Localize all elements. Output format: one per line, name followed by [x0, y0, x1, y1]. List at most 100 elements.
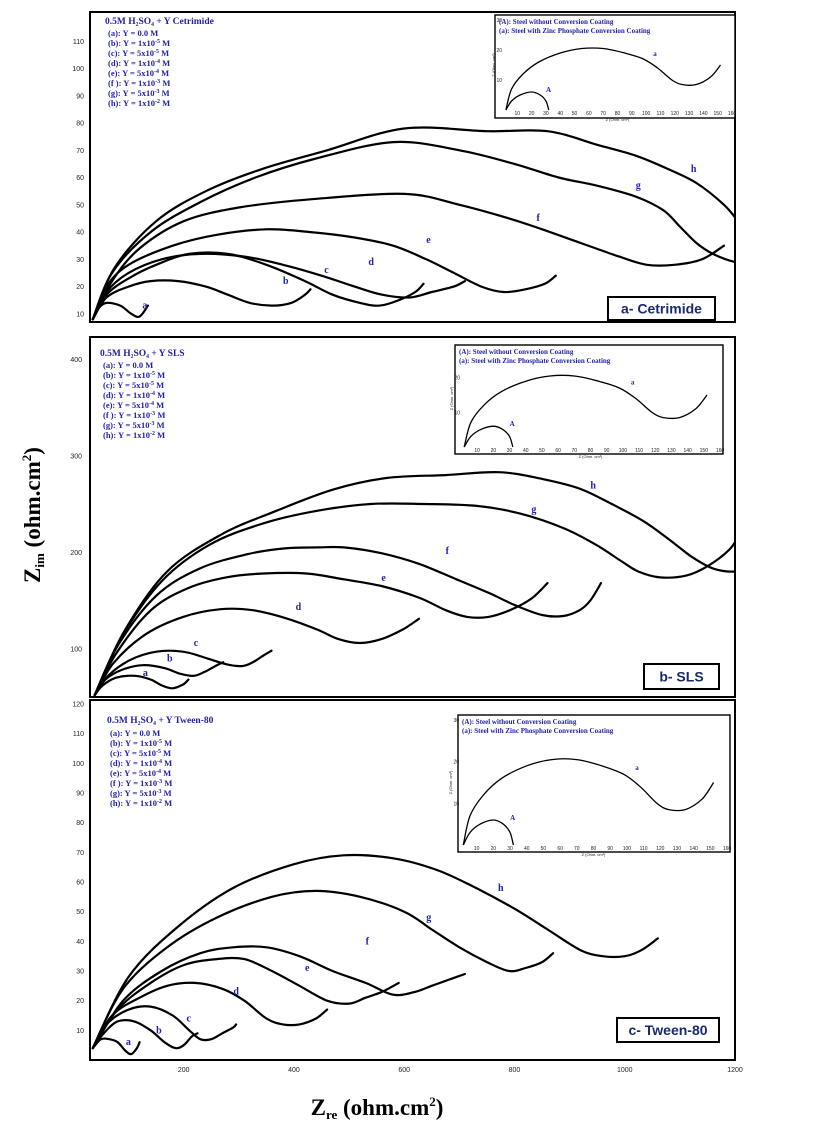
inset-x-tick: 110: [635, 448, 643, 454]
inset-x-tick: 30: [507, 846, 513, 852]
legend-entry-exponent: -5: [157, 739, 162, 745]
legend-entry-unit: M: [150, 728, 160, 738]
legend-entry-unit: M: [155, 370, 165, 380]
legend-entry-unit: M: [160, 58, 170, 68]
legend-entry-unit: M: [154, 380, 164, 390]
legend-entry-exponent: -3: [157, 779, 162, 785]
series-line-f: [93, 545, 603, 696]
inset-series-line-a: [462, 758, 715, 846]
y-axis-label-part: ): [20, 447, 45, 455]
panel-tag: c- Tween-80: [628, 1022, 707, 1038]
legend-entry-text: (h): Y = 1x10: [110, 798, 157, 808]
legend-entry-unit: M: [159, 48, 169, 58]
panel-header: 0.5M H₂SO₄ + Y Tween-80: [107, 716, 214, 726]
legend-entry-unit: M: [162, 798, 172, 808]
legend-entry-unit: M: [160, 38, 170, 48]
series-label-f: f: [366, 936, 370, 947]
inset-series-label-A: A: [546, 86, 551, 94]
series-label-d: d: [233, 987, 239, 998]
x-tick-label: 600: [398, 1067, 410, 1074]
legend-entry-unit: M: [154, 420, 164, 430]
legend-entry: (h): Y = 1x10-2 M: [103, 430, 165, 440]
inset-frame: [457, 714, 731, 853]
panel-header: 0.5M H₂SO₄ + Y SLS: [100, 349, 185, 359]
inset-x-tick: 30: [507, 448, 513, 454]
series-group: [91, 853, 659, 1056]
inset-series-label-a: a: [631, 379, 635, 387]
inset-x-tick: 140: [699, 111, 708, 117]
inset-frame: [454, 344, 724, 455]
legend-entry-unit: M: [155, 410, 165, 420]
legend-entry-unit: M: [162, 758, 172, 768]
legend: (a): Y = 0.0 M(b): Y = 1x10-5 M(c): Y = …: [103, 360, 165, 440]
series-line-c: [93, 649, 273, 696]
inset-x-tick: 70: [572, 448, 578, 454]
panel-frame: [89, 336, 736, 698]
panel-2: 100 200 300 400 0.5M H₂SO₄ + Y SLS(a): Y = 0…: [70, 336, 736, 698]
y-tick-label: 200: [70, 550, 82, 557]
inset-y-tick: 10: [454, 410, 460, 416]
legend-entry-unit: M: [160, 98, 170, 108]
x-tick-label: 200: [178, 1067, 190, 1074]
y-tick-label: 50: [76, 202, 84, 209]
inset-x-tick: 50: [539, 448, 545, 454]
legend-entry-text: (b): Y = 1x10: [103, 370, 150, 380]
y-tick-label: 60: [76, 880, 84, 887]
inset-x-tick: 90: [629, 111, 635, 117]
legend-entry-text: (f ): Y = 1x10: [110, 778, 157, 788]
legend-entry: (a): Y = 0.0 M: [110, 728, 160, 738]
legend-entry-unit: M: [159, 68, 169, 78]
panel-frame: [89, 699, 736, 1061]
legend-entry-exponent: -3: [154, 89, 159, 95]
x-axis-label: Zre (ohm.cm2): [311, 1094, 444, 1122]
y-axis-label-part: Z: [20, 568, 45, 583]
legend-entry-unit: M: [154, 400, 164, 410]
inset-x-tick: 120: [671, 111, 680, 117]
series-label-g: g: [426, 913, 431, 924]
legend-entry-exponent: -2: [155, 99, 160, 105]
legend-entry-text: (f ): Y = 1x10: [108, 78, 155, 88]
legend-entry-unit: M: [162, 778, 172, 788]
inset-x-tick: 10: [474, 448, 480, 454]
series-label-b: b: [156, 1025, 162, 1036]
inset-y-axis-label: Z (Ohm. cm²): [491, 52, 496, 76]
legend-entry-exponent: -4: [157, 759, 162, 765]
inset-x-tick: 140: [689, 846, 698, 852]
series-label-d: d: [296, 602, 302, 613]
panel-frame: [89, 11, 736, 323]
y-tick-label: 90: [76, 93, 84, 100]
legend-entry-text: (a): Y = 0.0: [103, 360, 143, 370]
legend-entry-text: (b): Y = 1x10: [110, 738, 157, 748]
series-line-g: [91, 889, 555, 1050]
series-label-e: e: [305, 963, 310, 974]
series-group: [91, 126, 734, 321]
legend-entry-unit: M: [143, 360, 153, 370]
inset-x-tick: 110: [656, 111, 664, 117]
inset-x-tick: 100: [642, 111, 651, 117]
y-axis-label: Zim (ohm.cm2): [19, 447, 47, 583]
inset-title: (A): Steel without Conversion Coating: [459, 348, 574, 356]
series-line-e: [93, 571, 549, 696]
series-line-h: [93, 470, 734, 696]
y-tick-label: 30: [76, 257, 84, 264]
legend-entry-exponent: -3: [156, 789, 161, 795]
y-tick-label: 80: [76, 121, 84, 128]
inset-y-tick: 20: [454, 376, 460, 382]
legend-entry-text: (g): Y = 5x10: [108, 88, 154, 98]
legend-entry: (a): Y = 0.0 M: [108, 28, 158, 38]
legend-entry: (b): Y = 1x10-5 M: [108, 38, 170, 48]
inset-subtitle: (a): Steel with Zinc Phosphate Conversio…: [499, 27, 651, 35]
inset-y-tick: 10: [496, 78, 502, 84]
inset-x-tick: 100: [619, 448, 628, 454]
legend-entry-exponent: -3: [155, 79, 160, 85]
legend-entry-text: (h): Y = 1x10: [103, 430, 150, 440]
inset-y-axis-label: Z (Ohm. cm²): [449, 386, 454, 410]
series-line-f: [91, 945, 466, 1050]
y-tick-label: 70: [76, 850, 84, 857]
legend-entry: (g): Y = 5x10-3 M: [103, 420, 165, 430]
inset-chart: (A): Steel without Conversion Coating(a)…: [449, 344, 724, 459]
legend-entry: (f ): Y = 1x10-3 M: [103, 410, 165, 420]
panel-tag-box: [616, 1017, 720, 1043]
y-tick-label: 80: [76, 820, 84, 827]
legend-entry: (e): Y = 5x10-4 M: [108, 68, 169, 78]
